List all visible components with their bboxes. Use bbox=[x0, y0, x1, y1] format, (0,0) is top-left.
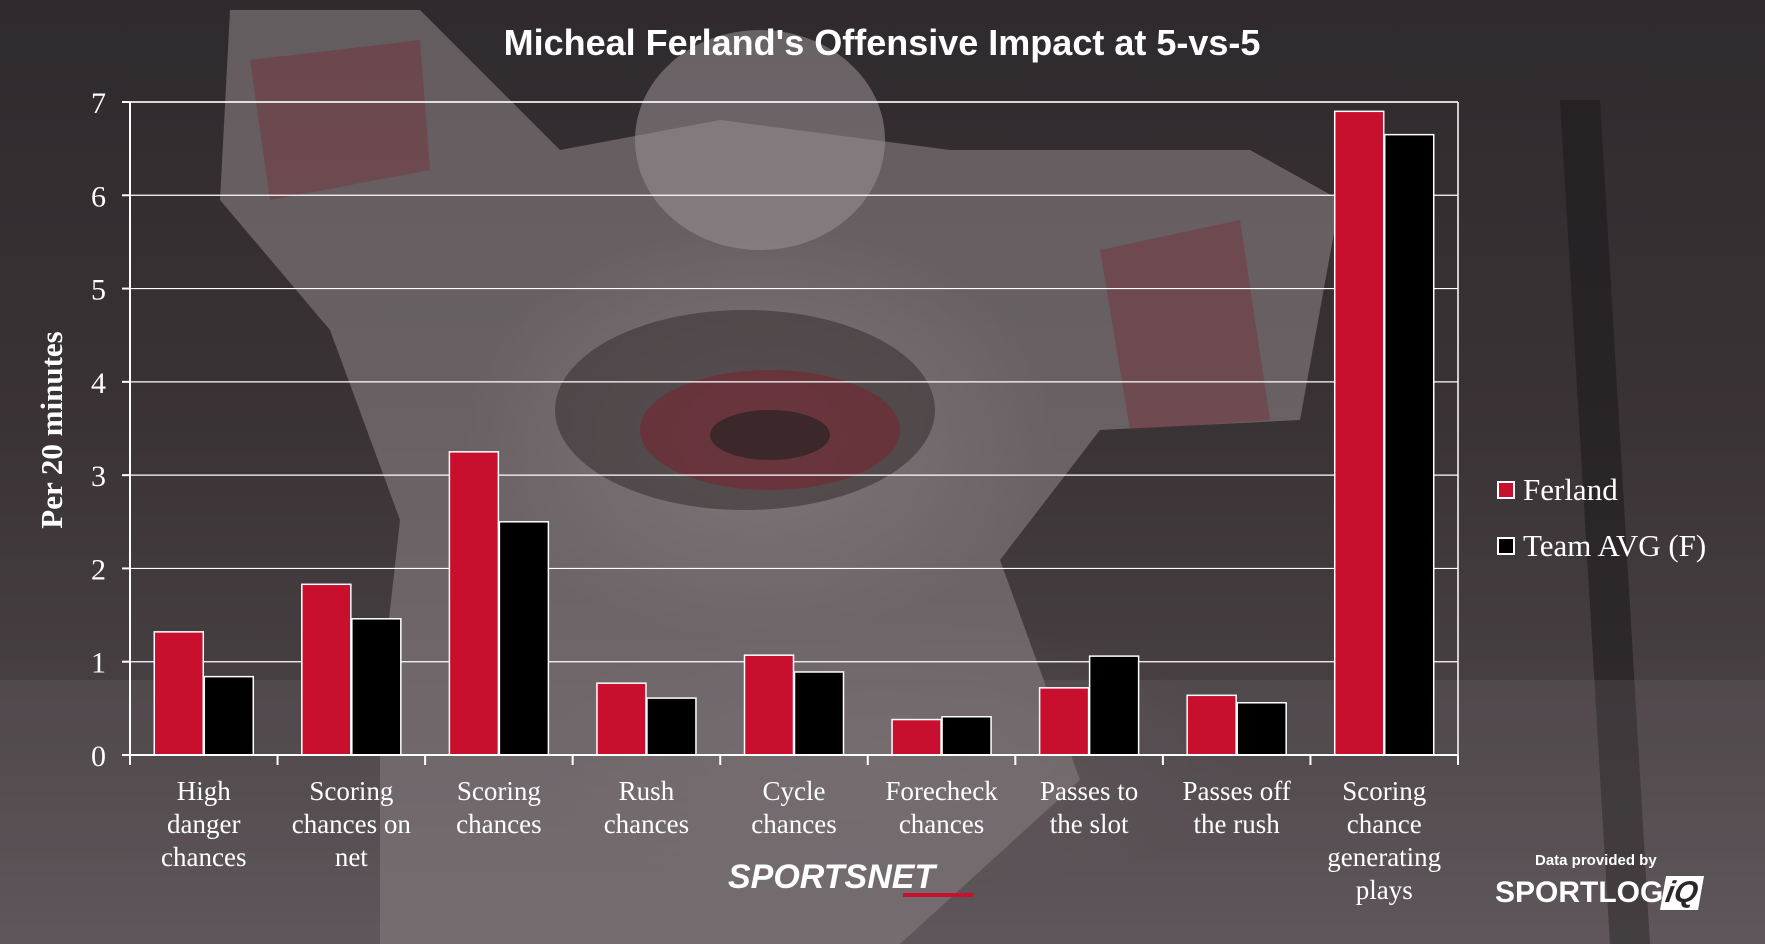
y-axis-ticks: 0 1 2 3 4 5 6 7 bbox=[91, 87, 130, 773]
sportlogiq-logo-iq: iQ bbox=[1660, 876, 1705, 910]
y-tick-label: 3 bbox=[91, 460, 106, 493]
bar-team-avg bbox=[498, 521, 550, 756]
bar-ferland bbox=[891, 718, 942, 756]
sportsnet-swoosh bbox=[903, 893, 973, 897]
x-tick-label: Cycle bbox=[763, 776, 826, 806]
x-tick-label: chances bbox=[456, 809, 541, 839]
x-tick-label: Rush bbox=[619, 776, 675, 806]
x-tick-label: Scoring bbox=[457, 776, 541, 806]
bar-team-avg bbox=[1236, 702, 1287, 756]
x-tick-label: chances on bbox=[292, 809, 412, 839]
y-tick-label: 7 bbox=[91, 87, 106, 120]
x-tick-label: chances bbox=[751, 809, 836, 839]
bar-ferland bbox=[301, 583, 352, 756]
legend: Ferland Team AVG (F) bbox=[1497, 462, 1706, 574]
sportsnet-logo-text: SPORTSNET bbox=[728, 858, 936, 896]
sportlogiq-logo-text: SPORTLOG bbox=[1495, 876, 1664, 909]
bar-team-avg bbox=[941, 716, 992, 756]
x-tick-label: the rush bbox=[1194, 809, 1281, 839]
x-tick-label: chance bbox=[1347, 809, 1422, 839]
sportsnet-logo: SPORTSNET bbox=[728, 858, 973, 897]
x-tick-label: Passes off bbox=[1183, 776, 1291, 806]
chart-title: Micheal Ferland's Offensive Impact at 5-… bbox=[504, 22, 1261, 63]
x-tick-label: danger bbox=[167, 809, 240, 839]
bar-ferland bbox=[1038, 687, 1090, 756]
grid-lines bbox=[130, 101, 1458, 663]
legend-item-ferland: Ferland bbox=[1497, 462, 1706, 518]
bar-team-avg bbox=[351, 618, 402, 756]
sportlogiq-logo: SPORTLOGiQ bbox=[1495, 876, 1705, 910]
bar-team-avg bbox=[646, 697, 697, 756]
legend-label-ferland: Ferland bbox=[1523, 472, 1618, 507]
data-credit-text: Data provided by bbox=[1535, 852, 1657, 869]
y-tick-label: 5 bbox=[91, 274, 106, 307]
y-tick-label: 1 bbox=[91, 647, 106, 680]
y-tick-label: 2 bbox=[91, 553, 106, 586]
x-tick-label: generating bbox=[1327, 842, 1441, 872]
x-tick-label: High bbox=[177, 776, 232, 806]
x-tick-label: chances bbox=[604, 809, 689, 839]
bar-ferland bbox=[448, 451, 500, 756]
bar-ferland bbox=[153, 631, 205, 756]
legend-label-team-avg: Team AVG (F) bbox=[1523, 528, 1707, 563]
x-tick-label: plays bbox=[1356, 875, 1413, 905]
x-tick-label: Forecheck bbox=[885, 776, 998, 806]
y-tick-label: 6 bbox=[91, 180, 106, 213]
y-tick-label: 4 bbox=[91, 367, 106, 400]
bar-ferland bbox=[743, 654, 795, 756]
legend-swatch-ferland bbox=[1497, 481, 1515, 499]
x-tick-label: Passes to bbox=[1040, 776, 1138, 806]
y-tick-label: 0 bbox=[91, 740, 106, 773]
bar-team-avg bbox=[793, 671, 845, 756]
x-tick-label: net bbox=[335, 842, 368, 872]
bar-ferland bbox=[1333, 110, 1385, 756]
x-tick-label: the slot bbox=[1050, 809, 1129, 839]
x-tick-label: chances bbox=[161, 842, 246, 872]
legend-swatch-team-avg bbox=[1497, 537, 1515, 555]
bar-ferland bbox=[1186, 694, 1237, 756]
x-tick-label: Scoring bbox=[1342, 776, 1426, 806]
bar-team-avg bbox=[1383, 133, 1435, 756]
x-tick-label: chances bbox=[899, 809, 984, 839]
bars bbox=[153, 110, 1435, 756]
bar-team-avg bbox=[1088, 655, 1140, 756]
y-axis-label: Per 20 minutes bbox=[34, 331, 69, 528]
legend-item-team-avg: Team AVG (F) bbox=[1497, 518, 1706, 574]
bar-ferland bbox=[596, 682, 647, 756]
bar-team-avg bbox=[203, 675, 255, 756]
x-tick-label: Scoring bbox=[309, 776, 393, 806]
